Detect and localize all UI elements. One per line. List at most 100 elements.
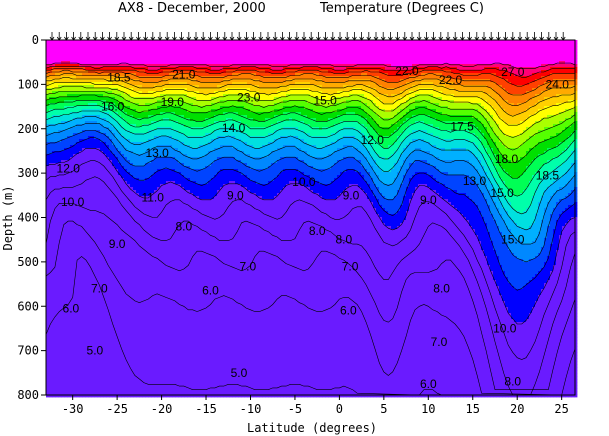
field-cell [307,55,311,59]
field-cell [172,40,176,44]
field-cell [79,103,83,107]
field-cell [112,82,116,86]
field-cell [418,58,422,62]
field-cell [244,103,248,107]
field-cell [79,40,83,44]
field-cell [568,112,572,116]
field-cell [319,40,323,44]
field-cell [340,64,344,68]
field-cell [229,115,233,119]
field-cell [493,94,497,98]
field-cell [574,91,578,95]
field-cell [64,46,68,50]
field-cell [331,121,335,125]
field-cell [151,40,155,44]
field-cell [82,106,86,110]
field-cell [325,76,329,80]
field-cell [259,46,263,50]
field-cell [139,103,143,107]
field-cell [478,76,482,80]
field-cell [436,43,440,47]
field-cell [472,46,476,50]
field-cell [139,94,143,98]
field-cell [376,55,380,59]
field-cell [55,79,59,83]
field-cell [382,91,386,95]
field-cell [523,106,527,110]
field-cell [421,85,425,89]
field-cell [265,73,269,77]
field-cell [232,94,236,98]
field-cell [127,40,131,44]
field-cell [205,97,209,101]
field-cell [325,49,329,53]
field-cell [562,70,566,74]
field-cell [511,46,515,50]
field-cell [331,46,335,50]
field-cell [265,100,269,104]
field-cell [262,85,266,89]
field-cell [184,103,188,107]
field-cell [418,91,422,95]
field-cell [58,55,62,59]
field-cell [127,43,131,47]
field-cell [181,52,185,56]
field-cell [244,82,248,86]
field-cell [340,106,344,110]
field-cell [484,106,488,110]
field-cell [277,94,281,98]
field-cell [184,43,188,47]
field-cell [235,94,239,98]
field-cell [277,61,281,65]
field-cell [469,112,473,116]
field-cell [421,100,425,104]
field-cell [169,82,173,86]
field-cell [286,46,290,50]
field-cell [121,64,125,68]
field-cell [298,58,302,62]
field-cell [313,67,317,71]
field-cell [559,61,563,65]
field-cell [427,103,431,107]
field-cell [247,70,251,74]
field-cell [550,85,554,89]
field-cell [124,64,128,68]
field-cell [514,106,518,110]
field-cell [547,79,551,83]
field-cell [211,73,215,77]
field-cell [529,49,533,53]
field-cell [76,76,80,80]
field-cell [262,73,266,77]
field-cell [574,73,578,77]
field-cell [154,70,158,74]
field-cell [238,82,242,86]
field-cell [340,40,344,44]
field-cell [553,97,557,101]
field-cell [265,97,269,101]
field-cell [145,61,149,65]
field-cell [148,82,152,86]
field-cell [67,97,71,101]
field-cell [184,58,188,62]
field-cell [130,103,134,107]
field-cell [109,91,113,95]
field-cell [478,94,482,98]
field-cell [157,85,161,89]
field-cell [94,124,98,128]
field-cell [211,94,215,98]
field-cell [256,100,260,104]
field-cell [370,103,374,107]
field-cell [268,49,272,53]
field-cell [544,109,548,113]
field-cell [91,76,95,80]
field-cell [151,112,155,116]
field-cell [172,82,176,86]
field-cell [58,82,62,86]
field-cell [394,118,398,122]
field-cell [415,73,419,77]
field-cell [250,112,254,116]
field-cell [499,109,503,113]
field-cell [250,40,254,44]
field-cell [487,61,491,65]
field-cell [157,124,161,128]
